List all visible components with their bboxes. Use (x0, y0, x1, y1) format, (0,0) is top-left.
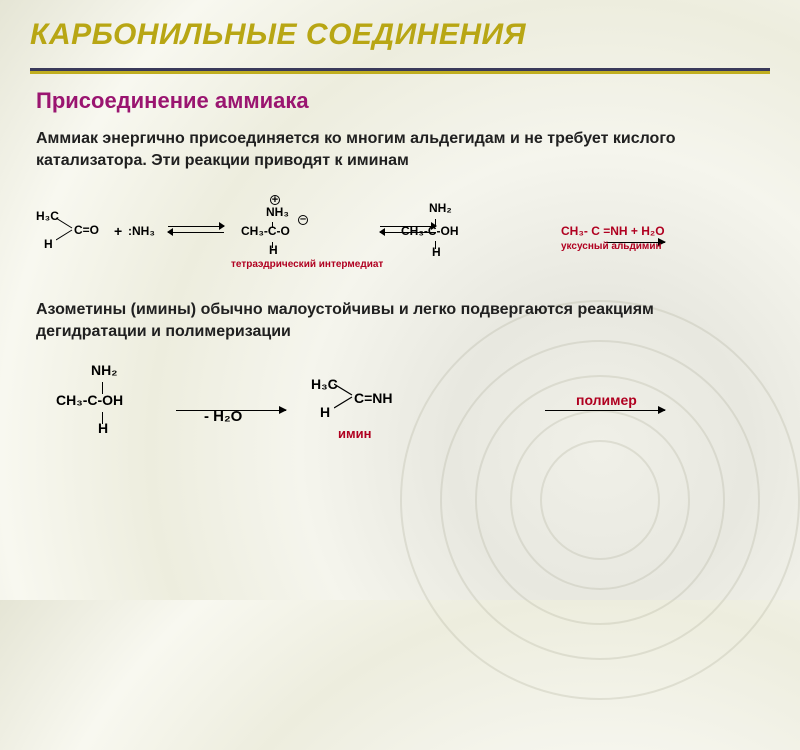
r1-bot: H (44, 237, 53, 251)
bond-bracket-icon (334, 382, 356, 412)
caption-product: уксусный альдимин (561, 241, 662, 252)
minus-h2o: - H₂O (204, 408, 242, 425)
plus-sign: + (114, 223, 122, 239)
r3-mid: CH₃-C-O (241, 224, 290, 238)
equilibrium-arrow-icon (168, 223, 224, 237)
paragraph-1: Аммиак энергично присоединяется ко многи… (36, 128, 764, 171)
reaction-scheme-2: NH₂ CH₃-C-OH H - H₂O H₃C C=NH H имин пол… (36, 362, 764, 472)
r4-mid: CH₃-C-OH (401, 224, 459, 238)
paragraph-2: Азометины (имины) обычно малоустойчивы и… (36, 299, 764, 342)
r3-top: NH₃ (266, 205, 289, 219)
r5-product: CH₃- C =NH + H₂O (561, 224, 665, 238)
title-bar: КАРБОНИЛЬНЫЕ СОЕДИНЕНИЯ (0, 0, 800, 62)
subtitle: Присоединение аммиака (36, 88, 764, 114)
l-mid: CH₃-C-OH (56, 392, 123, 408)
r1-mid: C=O (74, 223, 99, 237)
l-bot: H (98, 420, 108, 436)
charge-plus-icon: + (270, 195, 280, 205)
r4-bot: H (432, 245, 441, 259)
content-area: Присоединение аммиака Аммиак энергично п… (0, 74, 800, 472)
slide-title: КАРБОНИЛЬНЫЕ СОЕДИНЕНИЯ (30, 18, 770, 52)
m-bot: H (320, 404, 330, 420)
r4-top: NH₂ (429, 201, 452, 215)
m-mid: C=NH (354, 390, 393, 406)
r3-bot: H (269, 243, 278, 257)
bond-line-icon (272, 217, 273, 223)
caption-intermediate: тетраэдрический интермедиат (231, 259, 383, 270)
label-polymer: полимер (576, 392, 637, 408)
reaction-scheme-1: H₃C C=O H + :NH₃ + NH₃ CH₃-C-O – H тетра… (36, 191, 764, 281)
arrow-right-icon (545, 410, 665, 411)
charge-minus-icon: – (298, 215, 308, 225)
label-imine: имин (338, 426, 371, 441)
l-top: NH₂ (91, 362, 117, 378)
r2-nh3: :NH₃ (128, 224, 155, 238)
bond-bracket-icon (56, 216, 76, 244)
